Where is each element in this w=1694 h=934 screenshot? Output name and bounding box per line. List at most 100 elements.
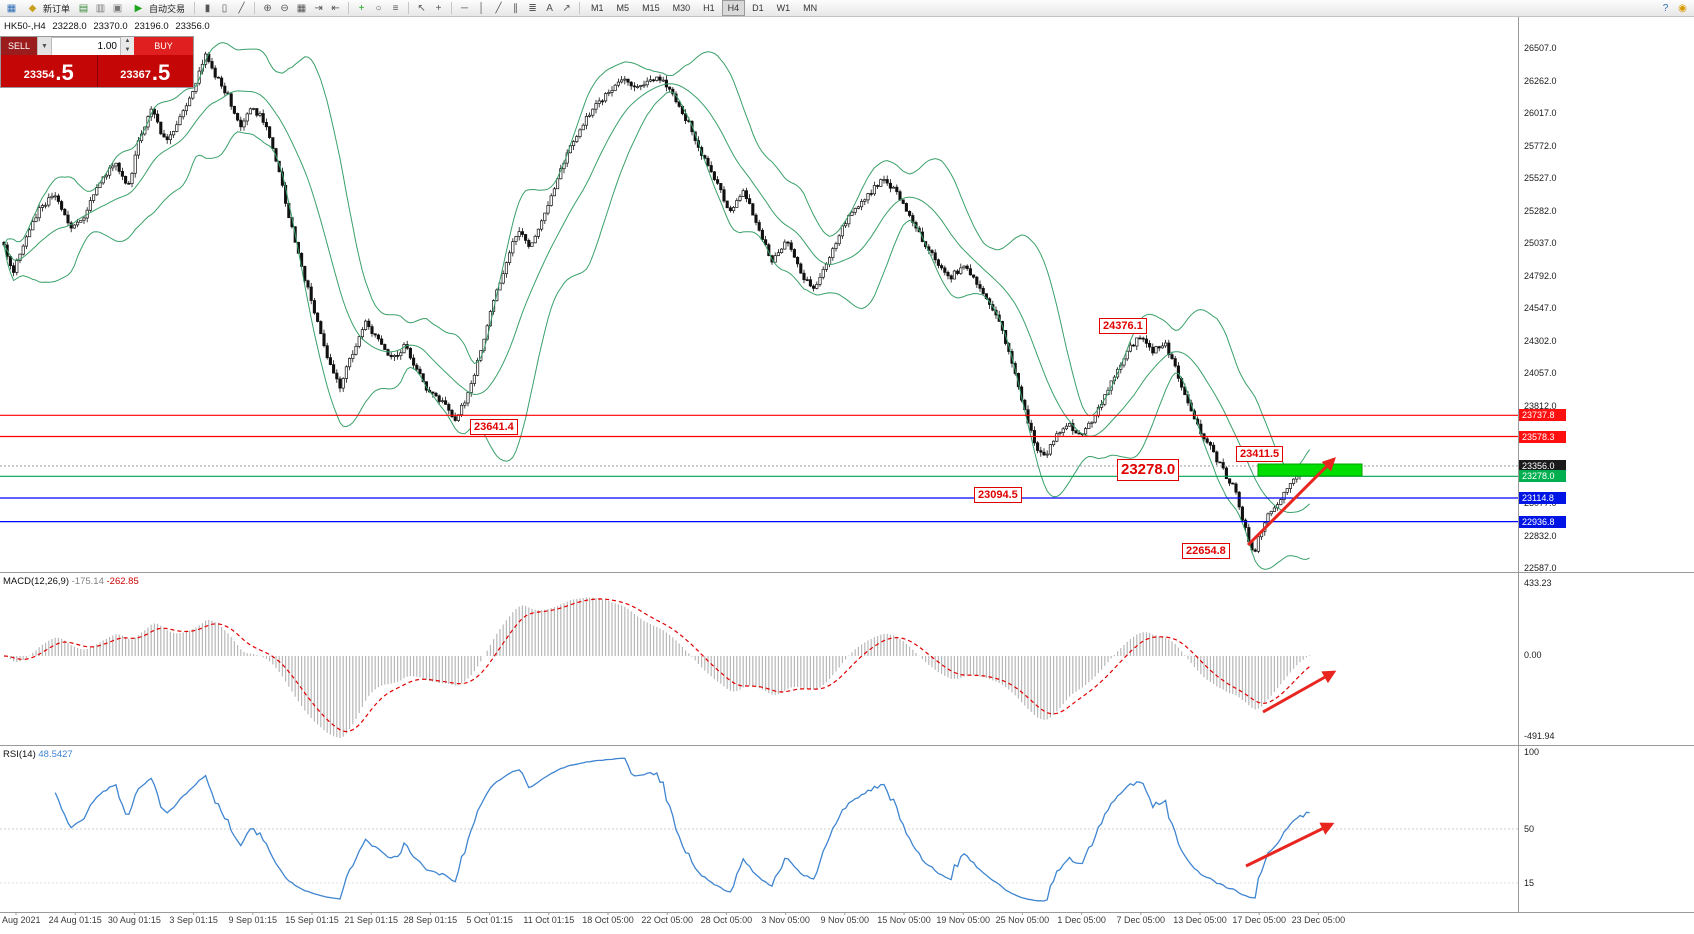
time-axis-label: 13 Dec 05:00: [1173, 915, 1227, 925]
toolbar-separator: [451, 2, 453, 14]
volume-up-icon[interactable]: ▲: [124, 38, 131, 44]
time-axis-label: 30 Aug 01:15: [107, 915, 161, 925]
zoom-out-icon[interactable]: ⊖: [280, 2, 289, 14]
vline-tool-icon[interactable]: │: [478, 2, 485, 14]
text-tool-icon[interactable]: A: [546, 2, 553, 14]
timeframe-D1[interactable]: D1: [752, 3, 764, 13]
toolbar-separator: [408, 2, 410, 14]
data-window-icon[interactable]: ▥: [95, 2, 106, 14]
indicators-icon[interactable]: +: [358, 2, 365, 14]
buy-price[interactable]: 23367 .5: [97, 55, 193, 87]
time-axis-label: 18 Oct 05:00: [582, 915, 634, 925]
candlestick-series: [2, 51, 1312, 554]
timeframe-W1[interactable]: W1: [776, 3, 791, 13]
trend-arrow[interactable]: [1245, 822, 1335, 868]
time-axis-label: 1 Dec 05:00: [1057, 915, 1106, 925]
channel-tool-icon[interactable]: ∥: [513, 2, 519, 14]
chart-shift-icon[interactable]: ⇤: [331, 2, 340, 14]
templates-icon[interactable]: ≡: [392, 2, 399, 14]
toolbar-separator: [579, 2, 581, 14]
toolbar: ▦ ◆ 新订单 ▤ ▥ ▣ ▶ 自动交易 ▮ ▯ ╱ ⊕ ⊖ ▦ ⇥ ⇤ + ○…: [0, 0, 1694, 17]
time-axis-label: 28 Oct 05:00: [700, 915, 753, 925]
open-value: 23228.0: [52, 21, 87, 32]
chart-window-icon: ▦: [6, 2, 17, 14]
sell-price-fraction: .5: [55, 60, 74, 85]
high-value: 23370.0: [93, 21, 128, 32]
buy-price-main: 23367: [120, 69, 151, 81]
line-chart-icon[interactable]: ╱: [238, 2, 245, 14]
sell-price-main: 23354: [23, 69, 55, 81]
bollinger-bands: [3, 42, 1311, 570]
community-icon[interactable]: ◉: [1678, 2, 1687, 14]
rsi-indicator-label: RSI(14) 48.5427: [3, 749, 73, 760]
terminal-icon[interactable]: ▣: [112, 2, 123, 14]
volume-input[interactable]: [52, 37, 120, 55]
hline-tool-icon[interactable]: ─: [460, 2, 469, 14]
cursor-icon[interactable]: ↖: [417, 2, 426, 14]
macd-signal-value: -262.85: [106, 576, 139, 587]
autotrade-label: 自动交易: [149, 3, 186, 14]
volume-dropdown[interactable]: ▼: [37, 37, 52, 55]
trend-arrow[interactable]: [1262, 670, 1337, 714]
bar-chart-icon[interactable]: ▮: [204, 2, 211, 14]
timeframe-H4[interactable]: H4: [721, 0, 746, 16]
periods-icon[interactable]: ○: [375, 2, 382, 14]
one-click-trading-panel: SELL ▼ ▲ ▼ BUY 23354 .5 23367 .5: [0, 36, 194, 88]
close-value: 23356.0: [175, 21, 210, 32]
timeframe-M15[interactable]: M15: [642, 3, 660, 13]
toolbar-separator: [194, 2, 196, 14]
time-axis[interactable]: Aug 2021 24 Aug 01:15 30 Aug 01:15 3 Sep 01…: [0, 912, 1518, 932]
highlight-zone-rect[interactable]: [1257, 463, 1363, 477]
time-axis-label: 9 Sep 01:15: [228, 915, 278, 925]
time-axis-label: 3 Nov 05:00: [761, 915, 810, 925]
buy-price-fraction: .5: [151, 60, 171, 85]
rsi-pane: [0, 757, 1518, 902]
new-order-button[interactable]: ◆ 新订单: [21, 1, 74, 15]
symbol-period-label: HK50-,H4: [4, 21, 46, 32]
timeframe-M1[interactable]: M1: [591, 3, 604, 13]
zoom-in-icon[interactable]: ⊕: [263, 2, 272, 14]
time-axis-label: 11 Oct 01:15: [523, 915, 575, 925]
arrow-tool-icon[interactable]: ↗: [562, 2, 571, 14]
sell-price[interactable]: 23354 .5: [1, 55, 98, 87]
timeframe-M5[interactable]: M5: [616, 3, 630, 13]
tile-windows-icon[interactable]: ▦: [296, 2, 307, 14]
buy-button[interactable]: BUY: [134, 37, 193, 55]
time-axis-label: 21 Sep 01:15: [344, 915, 398, 925]
time-axis-label: 3 Sep 01:15: [169, 915, 218, 925]
macd-indicator-label: MACD(12,26,9) -175.14 -262.85: [3, 576, 139, 587]
time-axis-label: 19 Nov 05:00: [936, 915, 990, 925]
toolbar-separator: [254, 2, 256, 14]
new-order-label: 新订单: [43, 3, 71, 14]
timeframe-M30[interactable]: M30: [672, 3, 691, 13]
volume-down-icon[interactable]: ▼: [124, 47, 131, 53]
rsi-name: RSI(14): [3, 749, 36, 760]
time-axis-label: 24 Aug 01:15: [48, 915, 102, 925]
autotrade-button[interactable]: ▶ 自动交易: [127, 1, 189, 15]
low-value: 23196.0: [134, 21, 169, 32]
timeframe-MN[interactable]: MN: [803, 3, 818, 13]
time-axis-label: 7 Dec 05:00: [1116, 915, 1166, 925]
time-axis-label: 22 Oct 05:00: [641, 915, 693, 925]
macd-main-value: -175.14: [71, 576, 104, 587]
autotrade-play-icon: ▶: [134, 2, 143, 14]
time-axis-label: Aug 2021: [2, 915, 41, 925]
volume-stepper[interactable]: ▲ ▼: [120, 37, 134, 55]
autoscroll-icon[interactable]: ⇥: [314, 2, 323, 14]
market-watch-icon[interactable]: ▤: [78, 2, 89, 14]
crosshair-icon[interactable]: +: [435, 2, 442, 14]
candlestick-chart-icon[interactable]: ▯: [221, 2, 228, 14]
fibonacci-tool-icon[interactable]: ≣: [528, 2, 537, 14]
sell-button[interactable]: SELL: [1, 37, 37, 55]
timeframe-toolbar: M1 M5 M15 M30 H1 H4 D1 W1 MN: [585, 0, 823, 16]
trend-arrow[interactable]: [1246, 457, 1336, 547]
trendline-tool-icon[interactable]: ╱: [495, 2, 502, 14]
symbol-info: HK50-,H4 23228.0 23370.0 23196.0 23356.0: [4, 21, 214, 32]
time-axis-label: 25 Nov 05:00: [995, 915, 1050, 925]
time-axis-label: 15 Nov 05:00: [877, 915, 931, 925]
timeframe-H1[interactable]: H1: [703, 3, 715, 13]
toolbar-separator: [348, 2, 350, 14]
help-icon[interactable]: ?: [1662, 2, 1669, 14]
